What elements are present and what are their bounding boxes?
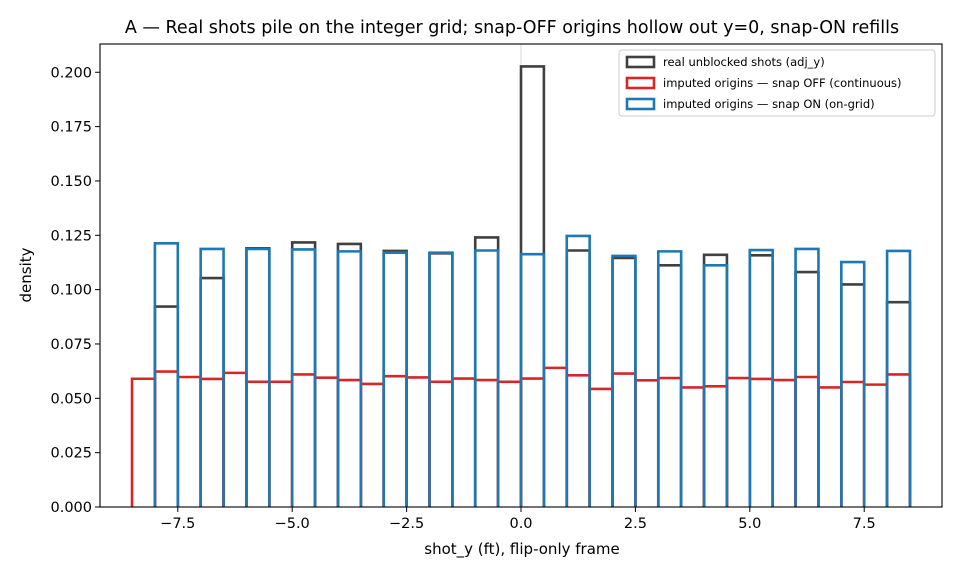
- series-3-bin: [611, 254, 637, 507]
- series-layer: [130, 65, 912, 507]
- axes-layer: −7.5 −5.0 −2.5 0.0 2.5 5.0 7.5 0.000 0.025 0.050 0…: [50, 43, 943, 532]
- legend-label: real unblocked shots (adj_y): [663, 55, 825, 69]
- series-3-bin: [473, 249, 500, 507]
- legend-swatch: [625, 97, 656, 111]
- x-tick-label: 5.0: [738, 516, 761, 532]
- legend-frame: [618, 49, 936, 117]
- series-3-bin: [199, 247, 225, 507]
- legend-label: imputed origins — snap ON (on-grid): [663, 97, 875, 111]
- y-tick-label: 0.100: [50, 283, 92, 299]
- series-3-bin: [565, 234, 591, 507]
- series-3-bin: [245, 247, 271, 507]
- series-3-bin: [153, 242, 180, 507]
- series-3-bin: [656, 250, 683, 507]
- series-3-bin: [794, 247, 820, 507]
- series-3-bin: [748, 248, 774, 507]
- x-tick-label: 2.5: [624, 516, 647, 532]
- series-3-bin: [702, 263, 729, 507]
- chart-title: A — Real shots pile on the integer grid;…: [125, 18, 899, 38]
- y-tick-label: 0.000: [50, 500, 92, 516]
- legend-entries: real unblocked shots (adj_y)imputed orig…: [625, 55, 902, 111]
- y-tick-label: 0.175: [50, 120, 92, 136]
- legend-label: imputed origins — snap OFF (continuous): [663, 76, 902, 90]
- series-3-bin: [428, 251, 454, 507]
- x-tick-label: 0.0: [509, 516, 532, 532]
- y-tick-label: 0.200: [50, 65, 92, 81]
- y-axis-label: density: [17, 247, 35, 302]
- series-3-bin: [290, 248, 317, 507]
- x-tick-label: −7.5: [160, 516, 195, 532]
- y-tick-label: 0.125: [50, 228, 92, 244]
- y-tick-label: 0.150: [50, 174, 92, 190]
- x-tick-label: −5.0: [275, 516, 310, 532]
- legend-swatch: [625, 55, 656, 69]
- x-tick-label: −2.5: [389, 516, 424, 532]
- series-3-bin: [840, 260, 866, 507]
- series-3-bin: [885, 249, 912, 507]
- legend-swatch: [625, 76, 656, 90]
- legend: real unblocked shots (adj_y)imputed orig…: [618, 49, 936, 117]
- series-3: [153, 234, 912, 507]
- series-3-bin: [336, 250, 363, 507]
- y-tick-label: 0.075: [50, 337, 92, 353]
- y-tick-label: 0.025: [50, 446, 92, 462]
- x-axis-label: shot_y (ft), flip-only frame: [424, 540, 619, 559]
- y-tick-label: 0.050: [50, 391, 92, 407]
- x-tick-label: 7.5: [853, 516, 876, 532]
- series-3-bin: [382, 251, 408, 507]
- series-3-bin: [519, 252, 546, 507]
